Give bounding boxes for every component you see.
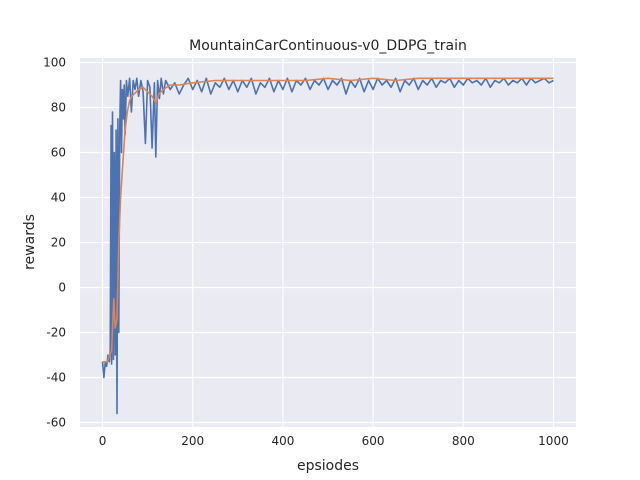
y-tick-label: -40 (46, 371, 66, 385)
y-tick-label: 0 (58, 281, 66, 295)
x-tick-labels: 0 200 400 600 800 1000 (99, 434, 569, 448)
x-tick-label: 800 (452, 434, 475, 448)
y-tick-labels: -60 -40 -20 0 20 40 60 80 100 (43, 56, 66, 430)
x-tick-label: 0 (99, 434, 107, 448)
y-tick-label: 40 (51, 191, 66, 205)
y-tick-label: -60 (46, 416, 66, 430)
y-axis-label: rewards (22, 214, 38, 270)
y-tick-label: 60 (51, 146, 66, 160)
x-tick-label: 400 (271, 434, 294, 448)
series-line-1 (101, 77, 554, 415)
x-axis-label: epsiodes (297, 458, 359, 474)
y-tick-label: -20 (46, 326, 66, 340)
y-tick-label: 80 (51, 101, 66, 115)
x-tick-label: 200 (181, 434, 204, 448)
series-line-2 (102, 77, 554, 363)
x-tick-label: 600 (362, 434, 385, 448)
y-tick-label: 100 (43, 56, 66, 70)
grid (80, 58, 576, 427)
series-group (101, 77, 554, 415)
x-tick-label: 1000 (538, 434, 569, 448)
chart-title: MountainCarContinuous-v0_DDPG_train (189, 38, 467, 54)
y-tick-label: 20 (51, 236, 66, 250)
